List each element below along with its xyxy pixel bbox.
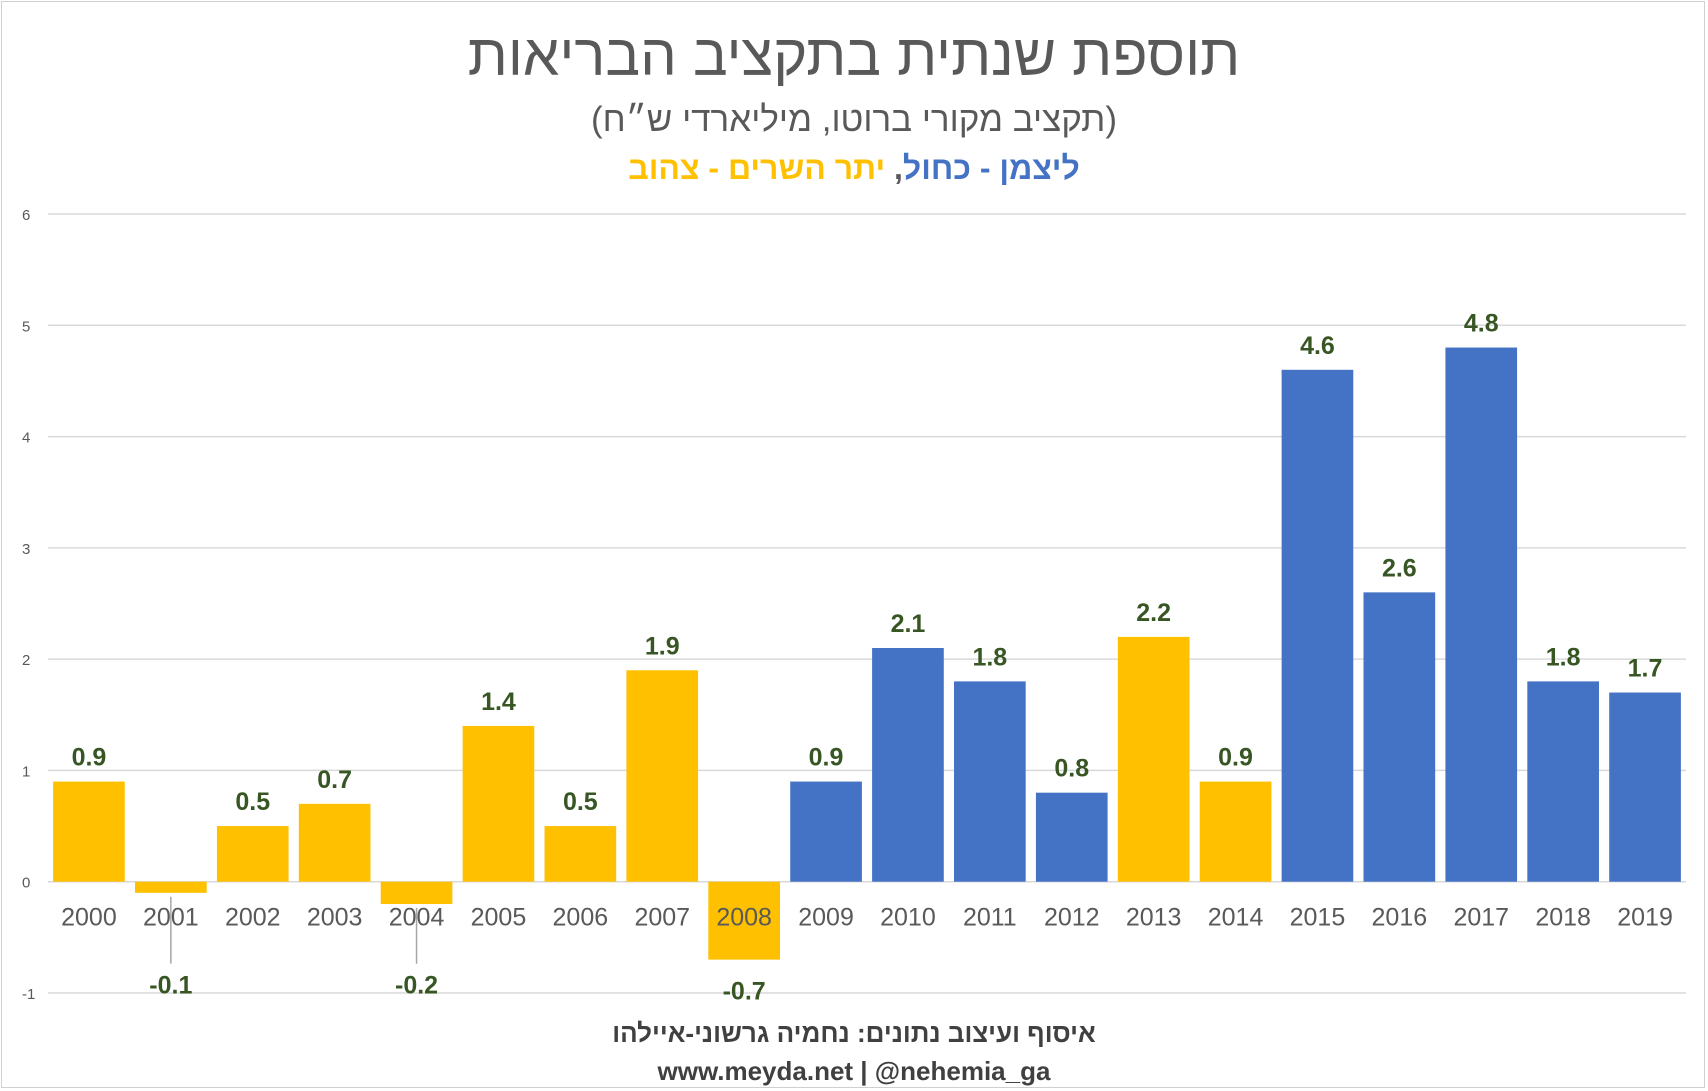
web-line: www.meyda.net | @nehemia_ga bbox=[657, 1056, 1051, 1086]
chart-title: תוספת שנתית בתקציב הבריאות bbox=[467, 23, 1241, 88]
y-tick-label: 5 bbox=[22, 318, 30, 335]
x-tick-label: 2012 bbox=[1044, 904, 1100, 932]
x-tick-label: 2011 bbox=[963, 904, 1017, 932]
color-legend: ליצמן - כחול, יתר השרים - צהוב bbox=[0, 150, 1708, 187]
chart-subtitle: (תקציב מקורי ברוטו, מיליארדי ש״ח) bbox=[591, 100, 1117, 139]
x-tick-label: 2014 bbox=[1208, 904, 1264, 932]
bar-2010 bbox=[872, 648, 944, 882]
x-tick-label: 2016 bbox=[1372, 904, 1428, 932]
data-label: 2.2 bbox=[1136, 599, 1171, 627]
y-tick-label: 0 bbox=[22, 875, 30, 892]
data-label: 0.7 bbox=[317, 766, 352, 794]
bar-2008 bbox=[708, 881, 780, 960]
x-tick-label: 2017 bbox=[1453, 904, 1509, 932]
y-tick-label: 3 bbox=[22, 541, 30, 558]
bar-2013 bbox=[1117, 636, 1190, 882]
data-label: 1.9 bbox=[645, 632, 680, 660]
y-tick-label: -1 bbox=[22, 986, 35, 1003]
bar-2012 bbox=[1035, 792, 1108, 882]
data-labels: 0.9 -0.1 0.5 0.7 -0.2 1.4 0.5 1.9 -0.7 0.9 2.1 1.8 0… bbox=[72, 310, 1663, 1006]
x-tick-label: 2010 bbox=[880, 904, 936, 932]
data-label: 1.7 bbox=[1628, 655, 1663, 683]
bar-2000 bbox=[53, 781, 125, 882]
y-tick-label: 6 bbox=[22, 207, 30, 224]
x-tick-label: 2009 bbox=[798, 904, 854, 932]
data-label: -0.7 bbox=[723, 978, 766, 1006]
data-label: 2.6 bbox=[1382, 554, 1417, 582]
data-label: -0.2 bbox=[395, 972, 438, 1000]
data-label: 0.9 bbox=[72, 744, 107, 772]
x-tick-label: 2015 bbox=[1290, 904, 1346, 932]
data-label: 1.8 bbox=[1546, 643, 1581, 671]
bar-2011 bbox=[954, 681, 1026, 882]
bar-2016 bbox=[1363, 592, 1436, 882]
x-tick-label: 2006 bbox=[553, 904, 609, 932]
bar-2017 bbox=[1445, 347, 1518, 882]
bar-2005 bbox=[462, 725, 535, 882]
data-label: 0.9 bbox=[1218, 744, 1253, 772]
data-label: 0.9 bbox=[809, 744, 844, 772]
legend-blue: ליצמן - כחול bbox=[902, 150, 1080, 186]
bar-2001 bbox=[135, 881, 207, 893]
x-tick-label: 2000 bbox=[61, 904, 117, 932]
data-label: 0.5 bbox=[563, 788, 598, 816]
data-label: 1.4 bbox=[481, 688, 516, 716]
data-label: 4.6 bbox=[1300, 332, 1335, 360]
x-tick-label: 2005 bbox=[471, 904, 527, 932]
y-tick-label: 1 bbox=[22, 763, 30, 780]
data-label: -0.1 bbox=[149, 972, 192, 1000]
bar-2007 bbox=[626, 670, 699, 882]
data-label: 0.8 bbox=[1054, 755, 1089, 783]
bars bbox=[53, 347, 1681, 960]
y-axis-ticks: -1 0 1 2 3 4 5 6 bbox=[22, 207, 35, 1003]
y-tick-label: 4 bbox=[22, 430, 30, 447]
x-tick-label: 2002 bbox=[225, 904, 281, 932]
bar-2015 bbox=[1281, 369, 1354, 882]
bar-2019 bbox=[1609, 692, 1681, 882]
gridlines bbox=[48, 213, 1686, 994]
x-tick-label: 2018 bbox=[1535, 904, 1591, 932]
bar-2018 bbox=[1527, 681, 1599, 882]
x-tick-label: 2019 bbox=[1617, 904, 1673, 932]
label-leaders bbox=[170, 896, 418, 964]
bar-2006 bbox=[544, 826, 617, 882]
bar-2004 bbox=[380, 881, 453, 904]
bar-2002 bbox=[216, 826, 289, 882]
bar-2009 bbox=[790, 781, 862, 882]
x-tick-label: 2003 bbox=[307, 904, 363, 932]
data-label: 0.5 bbox=[235, 788, 270, 816]
x-tick-label: 2007 bbox=[634, 904, 690, 932]
legend-yellow: יתר השרים - צהוב bbox=[628, 150, 886, 186]
legend-separator: , bbox=[894, 150, 903, 186]
credit-line: איסוף ועיצוב נתונים: נחמיה גרשוני-איילהו bbox=[612, 1018, 1096, 1048]
data-label: 4.8 bbox=[1464, 310, 1499, 338]
data-label: 1.8 bbox=[972, 643, 1007, 671]
x-axis-labels: 2000 2001 2002 2003 2004 2005 2006 2007 2008 2009… bbox=[61, 904, 1673, 932]
x-tick-label: 2008 bbox=[716, 904, 772, 932]
data-label: 2.1 bbox=[891, 610, 926, 638]
bar-2014 bbox=[1199, 781, 1272, 882]
y-tick-label: 2 bbox=[22, 652, 30, 669]
bar-2003 bbox=[298, 803, 371, 882]
x-tick-label: 2013 bbox=[1126, 904, 1182, 932]
